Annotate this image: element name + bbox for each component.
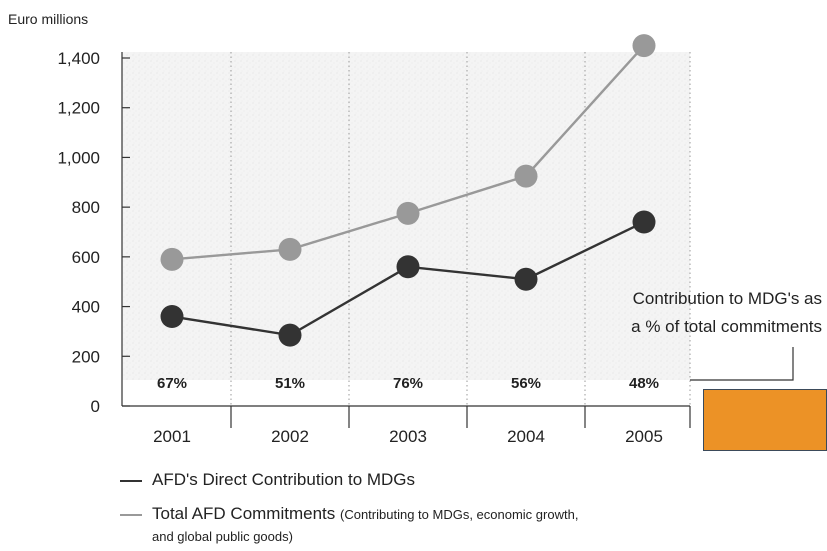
series-0-point	[514, 164, 538, 188]
y-tick-label: 600	[72, 248, 100, 267]
series-1-point	[160, 305, 184, 329]
annotation-line-1: Contribution to MDG's as	[633, 289, 822, 308]
y-tick-label: 800	[72, 198, 100, 217]
y-tick-label: 1,000	[57, 148, 100, 167]
axes: 0 200 400 600 800 1,000 1,200 1,400 2001 2002 2003…	[57, 49, 691, 446]
annotation-connector	[690, 347, 794, 381]
x-tick-label: 2003	[389, 427, 427, 446]
x-tick-label: 2005	[625, 427, 663, 446]
series-0-point	[396, 201, 420, 225]
percentage-label: 51%	[275, 375, 305, 392]
percentage-label: 76%	[393, 375, 423, 392]
series-1-point	[396, 255, 420, 279]
orange-highlight-box	[703, 389, 827, 451]
annotation: Contribution to MDG's as a % of total co…	[631, 289, 822, 381]
series-1-point	[632, 210, 656, 234]
percentage-label: 67%	[157, 375, 187, 392]
line-chart: 0 200 400 600 800 1,000 1,200 1,400 2001 2002 2003…	[8, 11, 822, 446]
y-tick-label: 0	[91, 397, 100, 416]
series-0-point	[632, 34, 656, 58]
y-tick-label: 400	[72, 298, 100, 317]
series-layer	[160, 34, 656, 347]
legend-label-total: Total AFD Commitments	[152, 504, 336, 523]
series-1-point	[278, 323, 302, 347]
y-tick-label: 200	[72, 347, 100, 366]
legend-item-total: Total AFD Commitments (Contributing to M…	[120, 503, 578, 548]
legend-note-line-2: and global public goods)	[152, 529, 293, 544]
series-0-point	[160, 247, 184, 271]
percentage-label: 56%	[511, 375, 541, 392]
legend-label-direct: AFD's Direct Contribution to MDGs	[152, 470, 416, 489]
labels-layer: 67% 51% 76% 56% 48%	[157, 375, 659, 392]
x-tick-label: 2001	[153, 427, 191, 446]
y-tick-label: 1,400	[57, 49, 100, 68]
x-tick-label: 2002	[271, 427, 309, 446]
y-axis-unit-label: Euro millions	[8, 11, 88, 27]
percentage-label: 48%	[629, 375, 659, 392]
legend-swatch-direct	[120, 479, 142, 482]
x-tick-label: 2004	[507, 427, 545, 446]
annotation-line-2: a % of total commitments	[631, 317, 822, 336]
legend-note-line-1: (Contributing to MDGs, economic growth,	[340, 507, 579, 522]
y-tick-label: 1,200	[57, 99, 100, 118]
legend-item-direct: AFD's Direct Contribution to MDGs	[120, 470, 415, 490]
series-1-point	[514, 267, 538, 291]
legend-swatch-total	[120, 513, 142, 516]
series-0-point	[278, 237, 302, 261]
